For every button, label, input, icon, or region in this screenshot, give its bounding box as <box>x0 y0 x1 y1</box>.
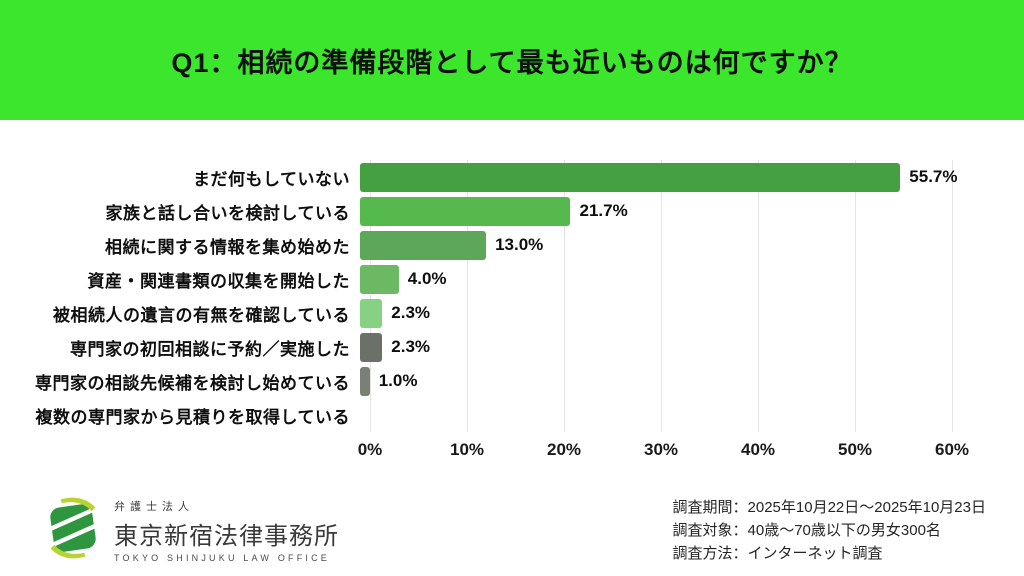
bar-track <box>360 401 942 430</box>
bar-track: 21.7% <box>360 196 942 226</box>
survey-period: 調査期間：2025年10月22日～2025年10月23日 <box>672 498 986 516</box>
x-axis-tick: 20% <box>546 440 582 459</box>
logo-company-name: 東京新宿法律事務所 <box>114 523 339 550</box>
logo-text: 弁護士法人 東京新宿法律事務所 TOKYO SHINJUKU LAW OFFIC… <box>114 498 339 563</box>
bar-track: 55.7% <box>360 162 957 192</box>
bar-track: 13.0% <box>360 230 942 260</box>
category-label: 被相続人の遺言の有無を確認している <box>53 305 350 325</box>
value-label: 4.0% <box>407 269 447 288</box>
grid-line <box>952 160 953 432</box>
grid-line <box>467 160 468 432</box>
survey-info: 調査期間：2025年10月22日～2025年10月23日 調査対象：40歳～70… <box>673 496 986 566</box>
grid-line <box>564 160 565 432</box>
category-label: まだ何もしていない <box>193 169 350 189</box>
bar-track: 4.0% <box>360 264 942 294</box>
value-label: 2.3% <box>391 337 431 356</box>
x-axis: 0% 10% 20% 30% 40% 50% 60% <box>358 440 969 466</box>
header-band: Q1：相続の準備段階として最も近いものは何ですか？ <box>0 0 1024 120</box>
table-row: 資産・関連書類の収集を開始した 4.0% <box>0 262 1024 296</box>
value-label: 2.3% <box>391 303 431 322</box>
bar <box>360 264 399 294</box>
table-row: 専門家の初回相談に予約／実施した 2.3% <box>0 330 1024 364</box>
category-label: 資産・関連書類の収集を開始した <box>87 271 350 291</box>
bar-rows: まだ何もしていない 55.7% 家族と話し合いを検討している 21.7% 相続に関する情… <box>0 160 1024 432</box>
bar <box>360 196 571 226</box>
category-label: 複数の専門家から見積りを取得している <box>35 407 350 427</box>
logo-organization-type: 弁護士法人 <box>114 501 194 513</box>
bar-track: 2.3% <box>360 332 942 362</box>
bar <box>360 162 901 192</box>
value-label: 13.0% <box>495 235 544 254</box>
leaf-logo-icon <box>37 495 108 566</box>
table-row: 相続に関する情報を集め始めた 13.0% <box>0 228 1024 262</box>
category-label: 家族と話し合いを検討している <box>105 203 350 223</box>
page-title: Q1：相続の準備段階として最も近いものは何ですか？ <box>171 47 853 78</box>
survey-target: 調査対象：40歳～70歳以下の男女300名 <box>672 521 941 539</box>
table-row: 専門家の相談先候補を検討し始めている 1.0% <box>0 364 1024 398</box>
grid-line <box>661 160 662 432</box>
bar <box>360 366 370 396</box>
footer: 弁護士法人 東京新宿法律事務所 TOKYO SHINJUKU LAW OFFIC… <box>0 495 1024 566</box>
category-label: 専門家の初回相談に予約／実施した <box>70 339 350 359</box>
gridlines <box>370 160 953 432</box>
grid-line <box>758 160 759 432</box>
bar-track: 2.3% <box>360 298 942 328</box>
table-row: まだ何もしていない 55.7% <box>0 160 1024 194</box>
company-logo: 弁護士法人 東京新宿法律事務所 TOKYO SHINJUKU LAW OFFIC… <box>37 495 339 566</box>
table-row: 家族と話し合いを検討している 21.7% <box>0 194 1024 228</box>
bar <box>360 332 383 362</box>
bar-track: 1.0% <box>360 366 942 396</box>
x-axis-tick: 10% <box>449 440 485 459</box>
category-label: 相続に関する情報を集め始めた <box>105 237 350 257</box>
grid-line <box>370 160 371 432</box>
bar <box>360 230 487 260</box>
logo-company-name-en: TOKYO SHINJUKU LAW OFFICE <box>114 553 331 563</box>
chart-plot-area: まだ何もしていない 55.7% 家族と話し合いを検討している 21.7% 相続に関する情… <box>0 160 1024 432</box>
table-row: 複数の専門家から見積りを取得している <box>0 398 1024 432</box>
x-axis-tick: 30% <box>643 440 679 459</box>
x-axis-tick: 50% <box>837 440 873 459</box>
x-axis-tick: 60% <box>934 440 970 459</box>
x-axis-tick: 0% <box>357 440 383 459</box>
category-label: 専門家の相談先候補を検討し始めている <box>35 373 350 393</box>
x-axis-tick: 40% <box>740 440 776 459</box>
grid-line <box>855 160 856 432</box>
table-row: 被相続人の遺言の有無を確認している 2.3% <box>0 296 1024 330</box>
value-label: 55.7% <box>909 167 958 186</box>
bar <box>360 298 383 328</box>
value-label: 1.0% <box>378 371 418 390</box>
survey-method: 調査方法：インターネット調査 <box>672 545 883 563</box>
bar-chart: まだ何もしていない 55.7% 家族と話し合いを検討している 21.7% 相続に関する情… <box>0 160 1024 466</box>
value-label: 21.7% <box>579 201 628 220</box>
